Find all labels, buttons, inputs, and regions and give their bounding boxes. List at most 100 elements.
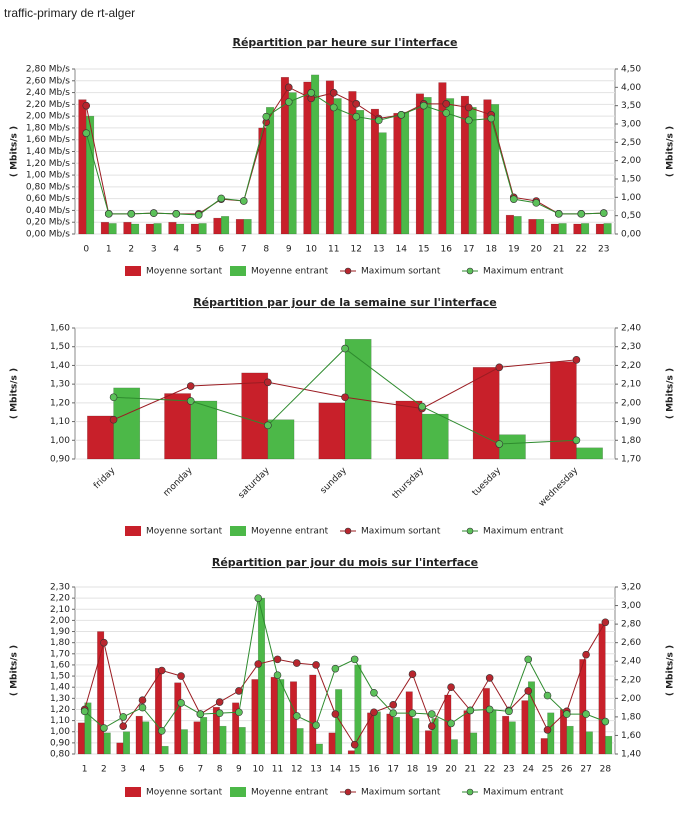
line-marker — [442, 109, 451, 117]
line-marker — [350, 740, 359, 749]
line-marker — [352, 112, 361, 121]
bar — [97, 631, 105, 755]
bar — [605, 735, 613, 755]
legend-label: Moyenne entrant — [251, 267, 329, 277]
y2-tick-label: 2,20 — [621, 361, 641, 371]
x-tick-label: 15 — [349, 765, 360, 775]
x-tick-label: 16 — [441, 245, 453, 255]
bar — [267, 419, 295, 460]
bar — [393, 112, 402, 235]
y2-tick-label: 1,80 — [621, 712, 641, 722]
y-tick-label: 1,90 — [50, 627, 70, 637]
chart-title: Répartition par jour du mois sur l'inter… — [212, 556, 478, 569]
x-tick-label: 13 — [373, 245, 384, 255]
line-marker — [389, 701, 398, 709]
bar — [235, 219, 245, 235]
bar — [251, 679, 259, 755]
y2-tick-label: 2,50 — [621, 138, 641, 148]
y-tick-label: 1,00 — [50, 436, 70, 446]
x-tick-label: 7 — [197, 765, 203, 775]
legend-marker — [466, 788, 474, 796]
bar — [595, 223, 604, 235]
x-tick-label: 20 — [531, 245, 543, 255]
y-tick-label: 1,00 Mb/s — [26, 171, 70, 181]
bar — [367, 712, 375, 755]
bar — [446, 98, 455, 235]
line-marker — [341, 344, 349, 353]
x-tick-label: 8 — [263, 245, 269, 255]
line-marker — [524, 655, 533, 664]
y-tick-label: 2,60 Mb/s — [26, 76, 70, 86]
x-tick-label: 28 — [600, 765, 612, 775]
y-tick-label: 1,60 — [50, 660, 70, 670]
line-marker — [524, 687, 533, 695]
bar — [243, 219, 252, 235]
bar — [288, 92, 297, 235]
bar — [122, 731, 131, 755]
bar — [499, 434, 526, 460]
line-marker — [572, 436, 581, 445]
bar — [348, 91, 357, 235]
bar — [311, 74, 320, 235]
y-tick-label: 1,80 — [50, 638, 70, 648]
bar — [513, 216, 522, 235]
legend-label: Moyenne entrant — [251, 527, 329, 537]
bar — [277, 679, 285, 755]
y-tick-label: 1,60 Mb/s — [26, 135, 70, 145]
bar — [502, 715, 510, 755]
bar — [412, 718, 420, 755]
legend-swatch — [125, 526, 141, 536]
line — [84, 598, 606, 732]
y2-tick-label: 2,60 — [621, 638, 641, 648]
line-marker — [177, 672, 185, 680]
x-tick-label: 14 — [396, 245, 408, 255]
bar — [401, 111, 410, 235]
bar — [470, 732, 478, 755]
line-marker — [543, 691, 552, 700]
x-tick-label: 7 — [241, 245, 247, 255]
y2-axis-label: ( Mbits/s ) — [666, 645, 676, 696]
bar — [431, 718, 439, 755]
line-marker — [157, 727, 166, 735]
line-marker — [307, 89, 316, 97]
y-tick-label: 1,40 — [50, 361, 70, 371]
bar — [405, 691, 413, 755]
bar — [347, 750, 355, 755]
y2-tick-label: 2,80 — [621, 620, 641, 630]
line-marker — [397, 111, 406, 119]
bar — [378, 132, 387, 235]
x-tick-label: 17 — [387, 765, 398, 775]
y2-tick-label: 1,80 — [621, 436, 641, 446]
line-marker — [235, 687, 243, 695]
line-marker — [264, 378, 272, 387]
line-marker — [196, 710, 205, 718]
legend-label: Maximum sortant — [361, 788, 441, 798]
line-marker — [312, 721, 320, 730]
y2-tick-label: 1,40 — [621, 750, 641, 760]
bar — [241, 372, 269, 460]
y-tick-label: 1,50 — [50, 342, 70, 352]
bar — [213, 217, 222, 235]
line-marker — [464, 103, 473, 112]
x-tick-label: friday — [92, 465, 118, 491]
line-marker — [532, 199, 541, 207]
x-tick-label: 10 — [306, 245, 318, 255]
x-tick-label: 9 — [236, 765, 242, 775]
bar — [421, 413, 449, 460]
x-tick-label: 0 — [83, 245, 89, 255]
legend-swatch — [230, 787, 246, 797]
y-tick-label: 2,30 — [50, 583, 70, 593]
x-tick-label: 2 — [101, 765, 107, 775]
line-marker — [447, 683, 455, 692]
y-tick-label: 0,20 Mb/s — [26, 218, 70, 228]
line-marker — [284, 83, 293, 92]
bar — [142, 721, 150, 755]
x-tick-label: 6 — [178, 765, 184, 775]
y-tick-label: 1,20 — [50, 398, 70, 408]
x-tick-label: 20 — [445, 765, 457, 775]
bar — [180, 729, 188, 755]
bar — [168, 221, 177, 235]
x-tick-label: 21 — [553, 245, 564, 255]
y2-tick-label: 1,90 — [621, 417, 641, 427]
line-marker — [601, 717, 610, 726]
